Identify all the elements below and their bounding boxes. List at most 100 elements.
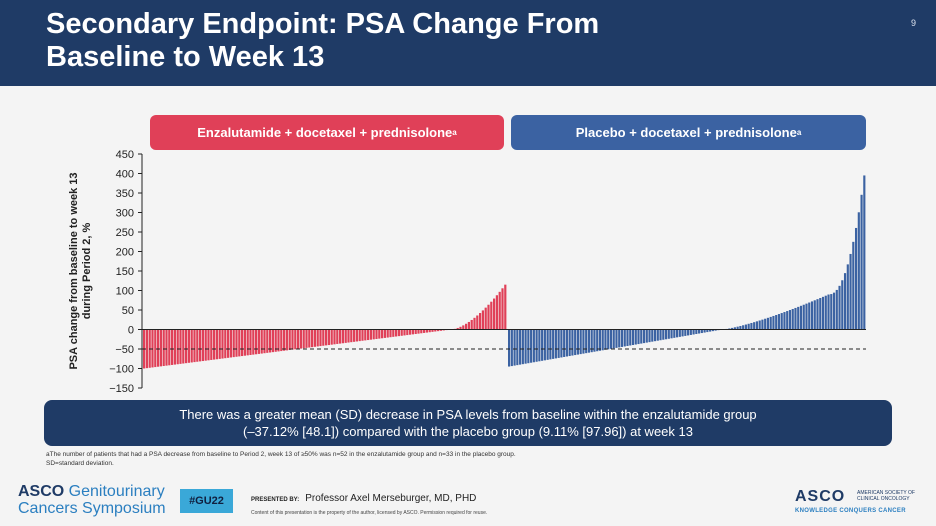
group-label-placebo-sup: a xyxy=(796,128,802,137)
bar-placebo xyxy=(857,212,860,330)
bar-enzalutamide xyxy=(425,329,428,333)
symposium-logo-asco: ASCO xyxy=(18,483,65,500)
bar-placebo xyxy=(563,329,566,357)
bar-placebo xyxy=(549,329,552,360)
bar-enzalutamide xyxy=(333,329,336,345)
bar-placebo xyxy=(841,280,844,330)
bar-placebo xyxy=(788,310,792,330)
bar-placebo xyxy=(612,329,615,349)
bar-placebo xyxy=(634,329,637,345)
bar-placebo xyxy=(742,325,745,330)
bar-enzalutamide xyxy=(473,317,476,330)
bar-placebo xyxy=(631,329,635,346)
bar-placebo xyxy=(854,227,858,330)
bar-placebo xyxy=(568,329,571,357)
bar-placebo xyxy=(838,285,841,330)
bar-enzalutamide xyxy=(190,329,193,363)
bar-enzalutamide xyxy=(227,329,230,358)
bar-placebo xyxy=(709,329,712,332)
bar-enzalutamide xyxy=(367,329,370,341)
symposium-logo: ASCO Genitourinary Cancers Symposium xyxy=(18,483,166,517)
bar-enzalutamide xyxy=(145,329,148,369)
bar-enzalutamide xyxy=(481,310,484,330)
y-tick-label: −150 xyxy=(109,383,134,395)
bar-enzalutamide xyxy=(353,329,356,342)
bar-placebo xyxy=(598,329,602,351)
bar-placebo xyxy=(791,308,794,330)
bar-enzalutamide xyxy=(305,329,308,348)
bar-placebo xyxy=(587,329,591,353)
bar-enzalutamide xyxy=(266,329,269,353)
bar-placebo xyxy=(849,253,852,330)
bar-enzalutamide xyxy=(187,329,190,363)
bar-enzalutamide xyxy=(229,329,232,358)
bar-placebo xyxy=(538,329,541,362)
y-tick-label: 150 xyxy=(116,266,134,278)
bar-placebo xyxy=(830,294,833,330)
summary-box: There was a greater mean (SD) decrease i… xyxy=(44,400,892,446)
bar-enzalutamide xyxy=(176,329,179,365)
bar-placebo xyxy=(700,329,703,334)
y-tick-label: 450 xyxy=(116,150,134,161)
bar-placebo xyxy=(797,306,800,330)
y-tick-label: 100 xyxy=(116,286,134,298)
bar-enzalutamide xyxy=(364,329,367,341)
bar-enzalutamide xyxy=(263,329,266,354)
y-axis-label: PSA change from baseline to week 13 duri… xyxy=(68,172,93,369)
bar-placebo xyxy=(692,329,695,335)
bar-placebo xyxy=(687,329,690,336)
bar-enzalutamide xyxy=(291,329,294,350)
bar-placebo xyxy=(607,329,610,350)
bar-enzalutamide xyxy=(403,329,406,336)
bar-placebo xyxy=(736,326,739,330)
bar-enzalutamide xyxy=(456,327,459,330)
bar-placebo xyxy=(667,329,670,339)
bar-enzalutamide xyxy=(406,329,409,336)
bar-placebo xyxy=(530,329,533,363)
bar-placebo xyxy=(519,329,522,365)
bar-enzalutamide xyxy=(182,329,185,364)
bar-enzalutamide xyxy=(311,329,314,348)
bar-placebo xyxy=(731,327,734,330)
bar-placebo xyxy=(755,321,758,330)
bar-placebo xyxy=(623,329,626,347)
hashtag-badge: #GU22 xyxy=(180,489,233,513)
bar-placebo xyxy=(769,316,772,330)
y-tick-label: 250 xyxy=(116,227,134,239)
bar-enzalutamide xyxy=(411,329,414,335)
bar-placebo xyxy=(524,329,527,364)
bar-placebo xyxy=(863,175,866,330)
bar-placebo xyxy=(557,329,560,358)
bar-enzalutamide xyxy=(288,329,291,351)
bar-placebo xyxy=(819,298,822,330)
bar-placebo xyxy=(786,311,789,330)
bar-placebo xyxy=(860,194,863,330)
bar-enzalutamide xyxy=(431,329,434,332)
bar-enzalutamide xyxy=(299,329,302,349)
bar-placebo xyxy=(695,329,698,334)
bar-enzalutamide xyxy=(162,329,165,367)
bar-enzalutamide xyxy=(193,329,196,363)
y-tick-label: 200 xyxy=(116,247,134,259)
y-tick-label: 50 xyxy=(122,305,134,317)
bar-placebo xyxy=(744,324,747,330)
group-label-enzalutamide: Enzalutamide + docetaxel + prednisolone a xyxy=(150,115,504,150)
bar-enzalutamide xyxy=(504,284,507,330)
bar-enzalutamide xyxy=(260,329,263,354)
bar-placebo xyxy=(698,329,701,334)
y-axis-label-line-1: PSA change from baseline to week 13 xyxy=(68,172,80,369)
bar-enzalutamide xyxy=(392,329,395,337)
bar-enzalutamide xyxy=(395,329,398,337)
bar-enzalutamide xyxy=(386,329,389,338)
bar-placebo xyxy=(513,329,516,366)
bar-enzalutamide xyxy=(420,329,423,334)
bar-enzalutamide xyxy=(476,315,479,330)
bar-placebo xyxy=(810,301,814,330)
bar-enzalutamide xyxy=(400,329,403,336)
y-tick-label: −50 xyxy=(115,344,134,356)
bar-enzalutamide xyxy=(168,329,171,366)
presenter-name: Professor Axel Merseburger, MD, PHD xyxy=(305,493,477,504)
y-tick-label: 300 xyxy=(116,208,134,220)
bar-enzalutamide xyxy=(439,329,442,331)
bar-placebo xyxy=(640,329,643,344)
